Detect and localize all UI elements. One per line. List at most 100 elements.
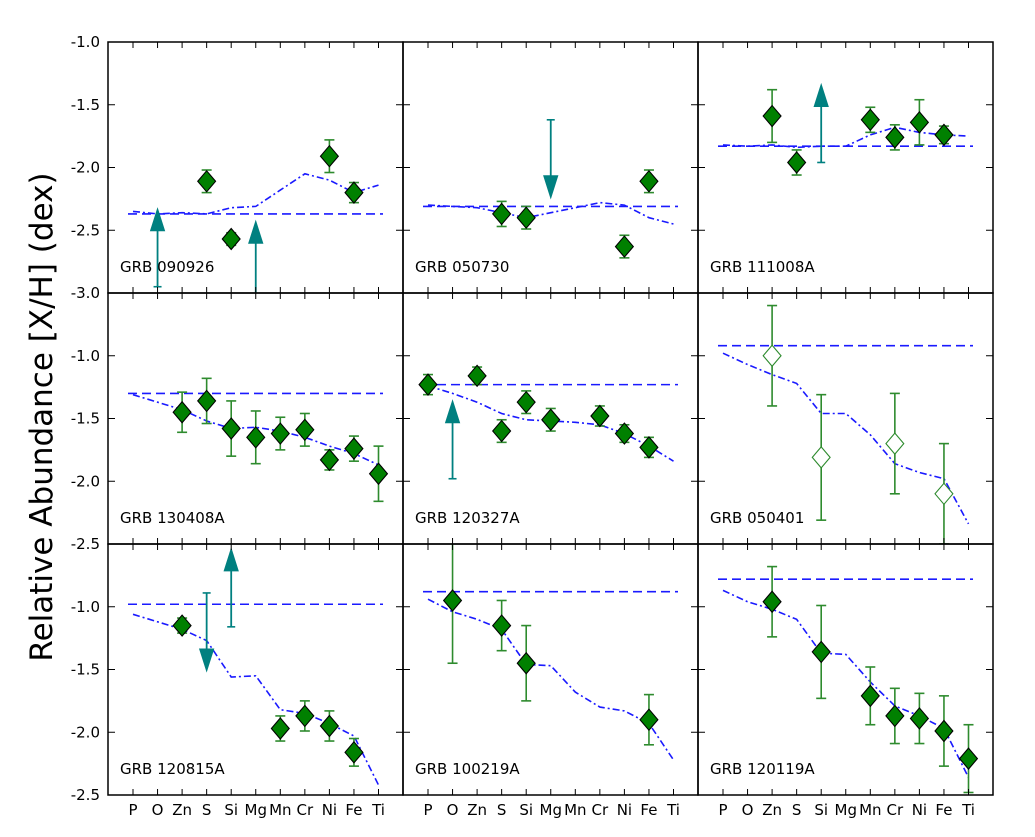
panel-8: GRB 100219A: [402, 543, 699, 796]
dashdot-model-curve: [722, 589, 970, 778]
abundance-point: [787, 151, 807, 174]
abundance-point: [614, 422, 635, 445]
abundance-point: [319, 144, 340, 168]
x-tick-label: Mn: [859, 801, 881, 819]
x-tick-label: Mn: [564, 801, 586, 819]
abundance-point: [885, 704, 905, 728]
panel-1: GRB 090926: [107, 41, 404, 294]
abundance-point: [492, 202, 512, 226]
x-tick-label: Mg: [245, 801, 267, 819]
panel-label: GRB 111008A: [710, 258, 815, 276]
abundance-point: [958, 747, 979, 770]
panel-9: GRB 120119A: [697, 543, 994, 796]
upper-limit-arrow: [198, 592, 215, 673]
abundance-point: [319, 714, 340, 738]
x-tick-label: O: [447, 801, 459, 819]
abundance-point: [762, 104, 782, 128]
dashdot-model-curve: [132, 393, 379, 466]
panel-plot-area: [423, 544, 678, 761]
dashdot-model-curve: [427, 598, 675, 761]
x-tick-label: S: [202, 801, 212, 819]
abundance-point: [934, 482, 954, 506]
dashdot-model-curve: [722, 352, 970, 525]
abundance-point: [492, 614, 512, 637]
y-tick-label: -1.0: [71, 598, 100, 616]
x-tick-label: P: [128, 801, 137, 819]
panel-label: GRB 050401: [710, 509, 804, 527]
x-tick-label: Ni: [617, 801, 632, 819]
y-tick-label: -1.5: [71, 96, 100, 114]
abundance-point: [934, 123, 954, 147]
panel-label: GRB 050730: [415, 258, 509, 276]
x-tick-label: S: [497, 801, 507, 819]
abundance-point: [221, 417, 241, 440]
y-tick-label: -2.5: [71, 786, 100, 804]
x-tick-label: P: [718, 801, 727, 819]
lower-limit-arrow: [813, 82, 829, 164]
y-tick-label: -2.0: [71, 159, 100, 177]
y-tick-label: -1.5: [71, 661, 100, 679]
abundance-point: [934, 719, 954, 743]
abundance-point: [221, 227, 241, 251]
panel-4: GRB 130408A: [107, 292, 404, 545]
x-tick-label: Cr: [887, 801, 904, 819]
panel-5: GRB 120327A: [402, 292, 699, 545]
x-tick-label: Cr: [297, 801, 314, 819]
panel-label: GRB 100219A: [415, 760, 520, 778]
panel-plot-area: [128, 547, 383, 786]
y-axis-label: Relative Abundance [X/H] (dex): [24, 172, 60, 661]
abundance-point: [614, 235, 635, 258]
panel-2: GRB 050730: [402, 41, 699, 294]
abundance-point: [639, 436, 659, 459]
y-tick-label: -2.5: [71, 535, 100, 553]
panel-plot-area: [128, 139, 383, 293]
x-tick-label: Ni: [322, 801, 337, 819]
y-tick-label: -3.0: [71, 284, 100, 302]
panels-layer: GRB 090926 GRB 050730 GRB 111008A GRB 13040…: [107, 41, 994, 796]
abundance-point: [541, 408, 561, 432]
panel-plot-area: [418, 364, 678, 480]
x-tick-label: Mg: [540, 801, 562, 819]
panel-label: GRB 120119A: [710, 760, 815, 778]
dashdot-model-curve: [722, 126, 969, 149]
abundance-point: [909, 110, 930, 134]
abundance-point: [762, 344, 782, 368]
x-tick-labels: P O Zn S Si Mg Mn Cr Ni Fe Ti P O Zn S Si Mg Mn Cr Ni Fe Ti P O…: [128, 801, 974, 819]
x-tick-label: Mn: [269, 801, 291, 819]
x-tick-label: Ti: [961, 801, 975, 819]
x-tick-label: P: [423, 801, 432, 819]
abundance-point: [197, 169, 217, 193]
panel-frame: [697, 292, 994, 545]
abundance-point: [885, 126, 905, 149]
abundance-point: [860, 108, 880, 132]
panel-label: GRB 120327A: [415, 509, 520, 527]
lower-limit-arrow: [149, 207, 166, 288]
x-tick-label: S: [792, 801, 802, 819]
abundance-point: [270, 717, 290, 740]
abundance-point: [885, 432, 905, 455]
panel-plot-area: [718, 565, 979, 794]
abundance-point: [909, 707, 930, 730]
abundance-point: [295, 418, 315, 442]
abundance-point: [368, 462, 389, 486]
x-tick-label: Zn: [467, 801, 487, 819]
x-tick-label: O: [152, 801, 164, 819]
panel-7: GRB 120815A: [107, 543, 404, 796]
y-tick-label: -1.5: [71, 410, 100, 428]
x-tick-label: Fe: [935, 801, 952, 819]
abundance-point: [197, 389, 217, 413]
abundance-point: [860, 684, 880, 708]
abundance-point: [418, 373, 438, 396]
x-tick-label: Zn: [762, 801, 782, 819]
panel-plot-area: [718, 304, 973, 544]
y-tick-labels: -1.0 -1.5 -2.0 -2.5 -3.0 -1.0 -1.5 -2.0 -2.5 -1.0…: [71, 33, 100, 804]
x-tick-label: O: [742, 801, 754, 819]
y-tick-label: -1.0: [71, 347, 100, 365]
upper-limit-arrow: [543, 119, 559, 200]
abundance-point: [172, 614, 192, 637]
lower-limit-arrow: [223, 547, 239, 628]
abundance-point: [590, 404, 610, 428]
x-tick-label: Si: [224, 801, 238, 819]
abundance-point: [295, 704, 315, 728]
abundance-point: [246, 425, 266, 449]
